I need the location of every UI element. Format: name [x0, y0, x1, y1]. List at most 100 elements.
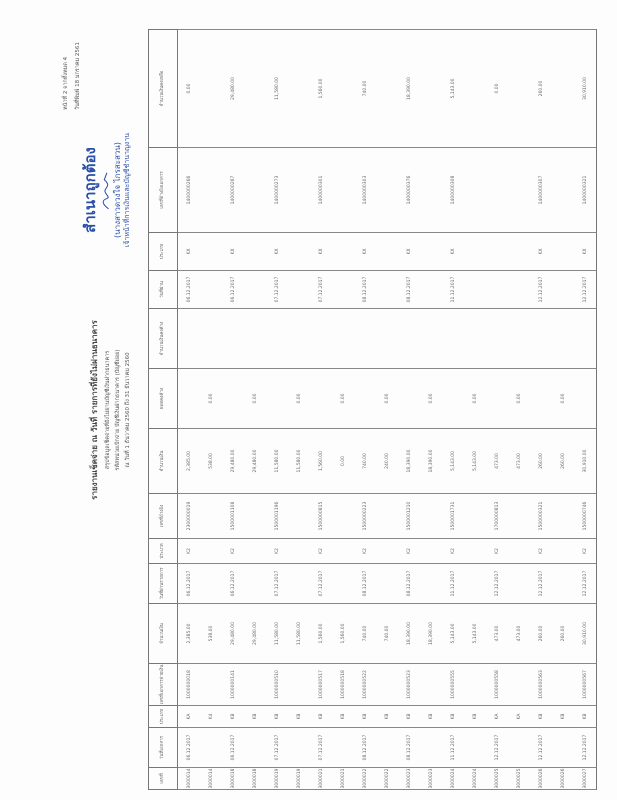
- table-cell: 1700000813: [486, 493, 508, 539]
- table-cell: 08.12.2017: [398, 270, 420, 309]
- table-cell: [288, 663, 310, 706]
- table-cell: [464, 663, 486, 706]
- table-cell: 07.12.2017: [266, 563, 288, 604]
- table-cell: 3000014: [200, 767, 222, 790]
- table-cell: 0.00: [177, 29, 200, 148]
- table-cell: 11.12.2017: [442, 727, 464, 768]
- table-cell: 1400000376: [398, 147, 420, 233]
- table-cell: [200, 308, 222, 369]
- table-cell: [244, 147, 266, 233]
- table-cell: [332, 563, 354, 604]
- table-cell: 260.00: [530, 603, 552, 664]
- table-cell: [244, 232, 266, 271]
- table-cell: [486, 147, 508, 233]
- report-subtitle: สรุปข้อมูลเช็คจ่ายที่ยังไม่ผ่านบัญชีเงิน…: [105, 350, 111, 470]
- table-cell: 3000023: [420, 767, 442, 790]
- table-cell: K2: [486, 538, 508, 564]
- table-row: 3000023 KB 18,390.00 18,390.00 0.00: [420, 29, 442, 790]
- column-header: เลขที่: [148, 767, 178, 790]
- table-header-row: เลขที่ วันที่เอกสาร ประเภท เลขที่เอกสารจ่าย…: [148, 29, 178, 790]
- table-cell: 1,560.00: [332, 603, 354, 664]
- table-cell: [376, 538, 398, 564]
- table-cell: 11,580.00: [266, 428, 288, 494]
- table-cell: 07.12.2017: [310, 270, 332, 309]
- table-cell: 3000026: [530, 767, 552, 790]
- table-cell: [288, 147, 310, 233]
- table-cell: 29,480.00: [222, 428, 244, 494]
- table-cell: 06.12.2017: [222, 270, 244, 309]
- table-cell: [420, 563, 442, 604]
- table-cell: [310, 308, 332, 369]
- table-cell: 3000024: [442, 767, 464, 790]
- table-cell: 1500000815: [310, 493, 332, 539]
- table-cell: [464, 727, 486, 768]
- table-cell: 1000000555: [442, 663, 464, 706]
- table-cell: 18,390.00: [398, 29, 420, 148]
- table-cell: [464, 29, 486, 148]
- table-cell: 1500000223: [354, 493, 376, 539]
- table-cell: 08.12.2017: [398, 563, 420, 604]
- signer-position: เจ้าหน้าที่การเงินและบัญชีชำนาญงาน: [123, 132, 131, 248]
- table-cell: 0.00: [420, 368, 442, 429]
- table-cell: [420, 308, 442, 369]
- table-cell: KB: [376, 705, 398, 728]
- table-cell: [310, 368, 332, 429]
- table-cell: 1400000303: [354, 147, 376, 233]
- column-header: วันที่ผ่านรายการ: [148, 563, 178, 604]
- column-header: วันที่ผ่าน: [148, 270, 178, 309]
- table-cell: KB: [398, 705, 420, 728]
- table-cell: [530, 368, 552, 429]
- table-cell: 29,480.00: [244, 428, 266, 494]
- table-cell: 08.12.2017: [398, 727, 420, 768]
- table-cell: 538.00: [200, 603, 222, 664]
- table-cell: [552, 493, 574, 539]
- table-cell: KB: [354, 705, 376, 728]
- column-header: เลขที่อ้างอิงเอกสาร: [148, 147, 178, 233]
- table-cell: KX: [398, 232, 420, 271]
- table-cell: [420, 493, 442, 539]
- table-cell: 1000000141: [222, 663, 244, 706]
- table-cell: [552, 563, 574, 604]
- table-cell: [376, 563, 398, 604]
- table-cell: KX: [530, 232, 552, 271]
- table-cell: 3000025: [508, 767, 530, 790]
- table-cell: KB: [442, 705, 464, 728]
- table-row: 3000018 KB 29,480.00 29,480.00 0.00: [244, 29, 266, 790]
- table-cell: 3000024: [464, 767, 486, 790]
- table-cell: KA: [177, 705, 200, 728]
- table-cell: [288, 29, 310, 148]
- table-cell: 11,580.00: [288, 428, 310, 494]
- table-row: 3000018 06.12.2017 KB 1000000141 29,480.00 06…: [222, 29, 244, 790]
- table-cell: [332, 538, 354, 564]
- table-cell: [398, 368, 420, 429]
- table-row: 3000019 07.12.2017 KB 1000000510 11,580.00 07…: [266, 29, 288, 790]
- table-cell: [486, 368, 508, 429]
- certified-copy-text: สำเนาถูกต้อง: [81, 147, 99, 233]
- table-cell: 473.00: [486, 603, 508, 664]
- table-cell: 08.12.2017: [354, 563, 376, 604]
- table-cell: KX: [266, 232, 288, 271]
- table-cell: KB: [552, 705, 574, 728]
- table-cell: 12.12.2017: [574, 563, 597, 604]
- table-cell: 3000019: [288, 767, 310, 790]
- table-cell: 1,560.00: [310, 603, 332, 664]
- table-cell: 30,910.00: [574, 603, 597, 664]
- table-cell: [464, 493, 486, 539]
- table-cell: [177, 308, 200, 369]
- table-cell: [508, 663, 530, 706]
- table-cell: [376, 270, 398, 309]
- table-cell: 1000000510: [266, 663, 288, 706]
- table-cell: [420, 29, 442, 148]
- table-cell: [200, 663, 222, 706]
- table-cell: [464, 232, 486, 271]
- table-cell: KB: [244, 705, 266, 728]
- table-cell: 3000014: [177, 767, 200, 790]
- page-total: 4: [63, 56, 69, 61]
- table-cell: [442, 368, 464, 429]
- column-header: จำนวนเงินคงเหลือ: [148, 29, 178, 148]
- column-header: จำนวนเงิน: [148, 428, 178, 494]
- table-cell: 08.12.2017: [354, 727, 376, 768]
- table-cell: [464, 563, 486, 604]
- table-cell: 0.00: [552, 368, 574, 429]
